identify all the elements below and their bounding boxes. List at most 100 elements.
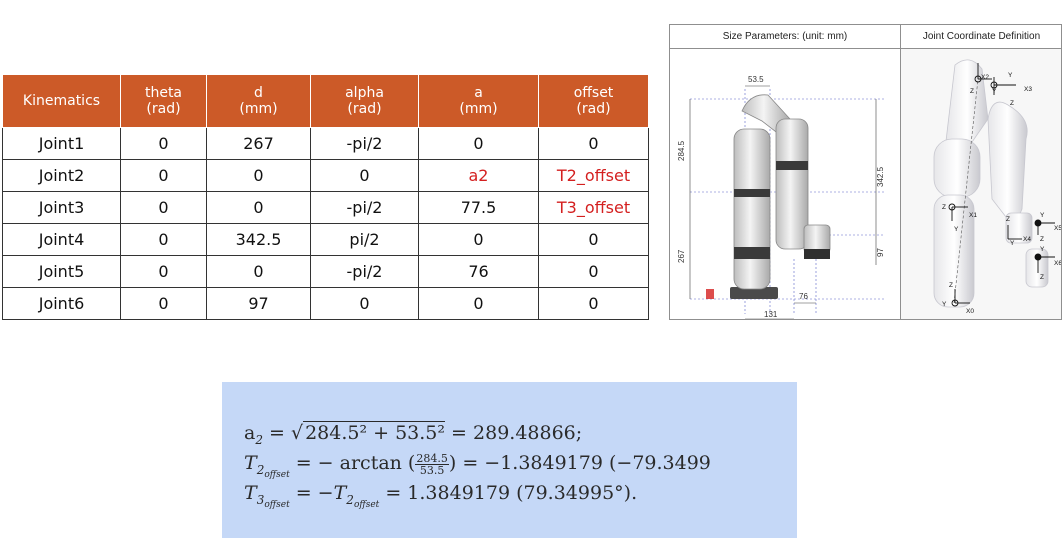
header-alpha: alpha (rad) [310,74,419,128]
theta-cell: 0 [120,159,207,192]
fraction: 284.5 53.5 [415,453,449,476]
offset-subscript: offset [264,470,290,480]
offset-formula-box: a2 = √ 284.5² + 53.5² = 289.48866; T2offs… [222,382,797,538]
robot-arm-figure: Size Parameters: (unit: mm) Joint Coordi… [669,24,1062,320]
table-row: Joint2 0 0 0 a2 T2_offset [2,159,649,192]
radicand: 284.5² + 53.5² [303,421,446,444]
arctan-expr: = − arctan ( [289,452,416,474]
axis-x3: X3 [1024,86,1032,93]
a-cell: 0 [418,223,539,256]
table-row: Joint1 0 267 -pi/2 0 0 [2,127,649,160]
alpha-cell: 0 [310,287,419,320]
header-d: d (mm) [206,74,311,128]
axis-x2: X2 [981,74,989,81]
d-cell: 0 [206,191,311,224]
alpha-cell: pi/2 [310,223,419,256]
kinematics-table: Kinematics theta (rad) d (mm) alpha (rad) a… [2,74,649,320]
axis-x6: X6 [1054,260,1061,267]
theta-cell: 0 [120,127,207,160]
header-a: a (mm) [418,74,539,128]
joint-name-cell: Joint6 [2,287,121,320]
d-cell: 267 [206,127,311,160]
t-symbol: T [244,482,257,504]
a2-subscript: 2 [255,433,263,447]
a2-result: 289.48866; [473,422,583,444]
table-row: Joint6 0 97 0 0 0 [2,287,649,320]
offset-cell: T3_offset [538,191,649,224]
joint-name-cell: Joint4 [2,223,121,256]
a-cell: 76 [418,255,539,288]
dim-131: 131 [764,310,778,319]
dim-267: 267 [677,249,686,263]
equals: = [379,482,408,504]
equals: = [445,422,474,444]
axis-z-j0: Z [949,282,953,289]
dim-342-5: 342.5 [876,166,885,187]
t-symbol: T [333,482,347,504]
a-cell: 0 [418,287,539,320]
robot-drawing: 53.5 284.5 267 342.5 97 76 131 [677,49,1061,319]
axis-z-j2: Z [970,88,974,95]
a-cell: 77.5 [418,191,539,224]
header-theta: theta (rad) [120,74,207,128]
axis-y-j2: Y [992,88,997,95]
offset-cell: T2_offset [538,159,649,192]
size-drawing: 53.5 284.5 267 342.5 97 76 131 [677,75,885,319]
axis-z-j3: Z [1010,100,1014,107]
offset-cell: 0 [538,255,649,288]
alpha-cell: -pi/2 [310,255,419,288]
joint-name-cell: Joint1 [2,127,121,160]
offset-cell: 0 [538,223,649,256]
equals: = [456,452,485,474]
theta-cell: 0 [120,287,207,320]
t2-subscript: 2 [256,463,265,477]
joint-coordinate-caption: Joint Coordinate Definition [901,25,1062,49]
close-paren: ) [448,452,457,474]
offset-cell: 0 [538,287,649,320]
axis-y-j6: Y [1040,246,1045,253]
size-parameters-caption: Size Parameters: (unit: mm) [670,25,901,49]
t2-result: −1.3849179 (−79.3499 [484,452,711,474]
offset-subscript: offset [264,500,290,510]
axis-y-j5: Y [1040,212,1045,219]
axis-x0: X0 [966,308,974,315]
axis-x5: X5 [1054,225,1061,232]
d-cell: 0 [206,159,311,192]
equals: = [262,422,291,444]
table-row: Joint5 0 0 -pi/2 76 0 [2,255,649,288]
axis-y-j0: Y [942,301,947,308]
dim-284-5: 284.5 [677,140,686,161]
dim-53-5: 53.5 [748,75,764,84]
header-kinematics: Kinematics [2,74,121,128]
joint-frames-drawing: X2 Z Y X3 Y Z Z X1 Y Z X4 Y Y X5 Z Y X6 … [901,49,1061,319]
t3-subscript: 3 [256,493,265,507]
axis-x1: X1 [969,212,977,219]
joint-name-cell: Joint5 [2,255,121,288]
offset-subscript: offset [353,500,380,510]
t2-subscript: 2 [346,493,354,507]
header-offset: offset (rad) [538,74,649,128]
d-cell: 97 [206,287,311,320]
axis-z-j6: Z [1040,274,1044,281]
theta-cell: 0 [120,191,207,224]
joint-name-cell: Joint3 [2,191,121,224]
axis-z-j4: Z [1006,216,1010,223]
formula-t3-offset: T3offset = −T2offset = 1.3849179 (79.349… [244,482,637,510]
table-row: Joint3 0 0 -pi/2 77.5 T3_offset [2,191,649,224]
robot-side-view [706,94,831,299]
alpha-cell: -pi/2 [310,127,419,160]
sqrt-sign: √ [290,422,304,444]
formula-a2: a2 = √ 284.5² + 53.5² = 289.48866; [244,421,583,447]
dim-76: 76 [799,292,808,301]
alpha-cell: 0 [310,159,419,192]
fraction-numerator: 284.5 [415,451,449,465]
table-row: Joint4 0 342.5 pi/2 0 0 [2,223,649,256]
axis-y-j4: Y [1010,240,1015,247]
t-symbol: T [244,452,257,474]
fraction-denominator: 53.5 [419,463,445,477]
axis-z-j5: Z [1040,236,1044,243]
table-header-row: Kinematics theta (rad) d (mm) alpha (rad) a… [2,74,649,128]
formula-t2-offset: T2offset = − arctan (284.5 53.5) = −1.384… [244,452,711,480]
axis-z-j1: Z [942,204,946,211]
theta-cell: 0 [120,255,207,288]
